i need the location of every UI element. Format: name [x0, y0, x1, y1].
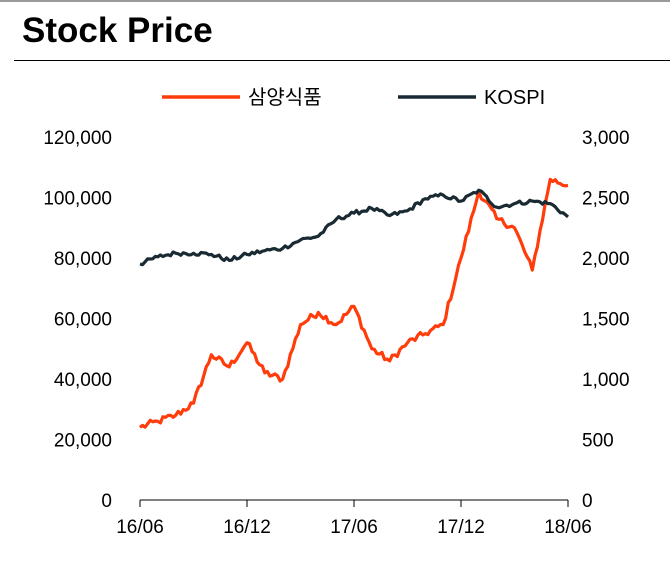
- y-right-tick-label: 2,000: [582, 249, 630, 270]
- legend-label-kospi: KOSPI: [484, 87, 545, 109]
- plot-area: [139, 177, 570, 429]
- x-tick-label: 17/06: [330, 517, 378, 538]
- axes: 16/06 16/12 17/06 17/12 18/06 0 20,000 40,000 60…: [43, 128, 629, 538]
- page-title: Stock Price: [22, 11, 213, 50]
- legend-label-samyang: 삼양식품: [248, 86, 322, 109]
- x-tick-label: 16/06: [116, 517, 164, 538]
- x-tick-label: 17/12: [437, 517, 485, 538]
- x-tick-label: 16/12: [223, 517, 271, 538]
- series-line-samyang: [139, 177, 569, 429]
- y-left-tick-label: 60,000: [54, 310, 112, 331]
- y-left-tick-label: 0: [101, 491, 112, 512]
- title-rule: [14, 60, 670, 61]
- y-left-tick-label: 80,000: [54, 249, 112, 270]
- top-rule: [0, 0, 670, 2]
- y-left-tick-label: 20,000: [54, 431, 112, 452]
- y-right-tick-label: 500: [582, 431, 614, 452]
- y-left-tick-label: 40,000: [54, 370, 112, 391]
- y-right-tick-label: 3,000: [582, 128, 630, 149]
- y-right-tick-label: 0: [582, 491, 593, 512]
- x-tick-label: 18/06: [544, 517, 592, 538]
- y-right-tick-label: 1,500: [582, 310, 630, 331]
- y-right-tick-label: 1,000: [582, 370, 630, 391]
- y-left-tick-label: 100,000: [43, 189, 112, 210]
- y-right-tick-label: 2,500: [582, 189, 630, 210]
- series-line-kospi: [139, 188, 570, 267]
- legend: 삼양식품 KOSPI: [162, 86, 545, 109]
- y-left-tick-label: 120,000: [43, 128, 112, 149]
